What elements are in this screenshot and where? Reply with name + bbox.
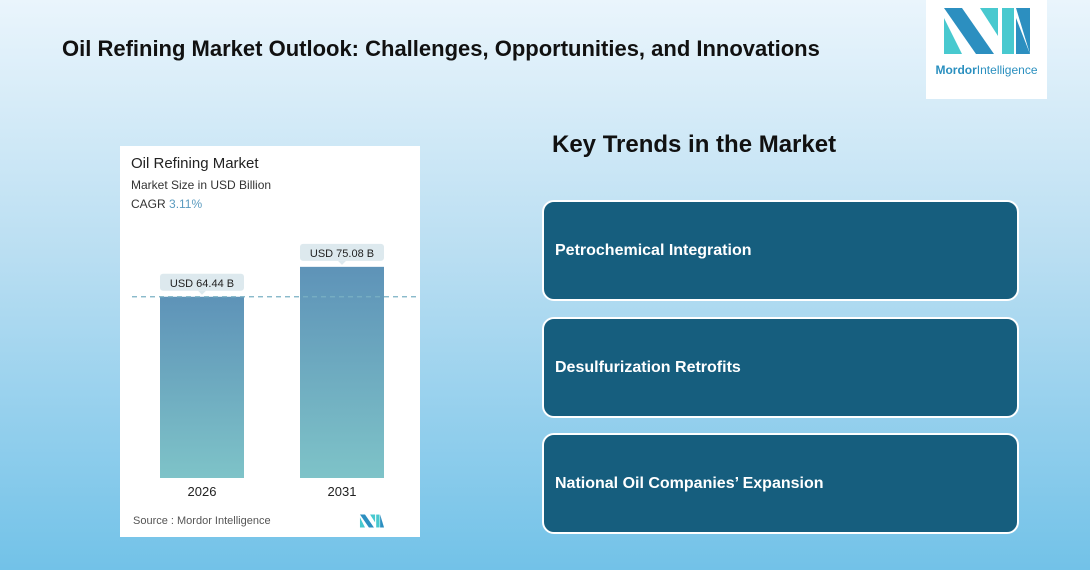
chart-title: Oil Refining Market bbox=[131, 155, 259, 172]
logo-text-light: Intelligence bbox=[976, 63, 1038, 77]
cagr-value: 3.11% bbox=[169, 197, 203, 211]
bar-2031 bbox=[300, 266, 384, 478]
chart-subtitle: Market Size in USD Billion bbox=[131, 178, 272, 192]
mordor-logo-icon bbox=[943, 8, 1030, 54]
logo-text-bold: Mordor bbox=[935, 63, 977, 77]
trend-card-2: Desulfurization Retrofits bbox=[542, 317, 1019, 418]
bar-chart: USD 64.44 B 2026 USD 75.08 B 2031 bbox=[132, 243, 416, 499]
data-label-bg bbox=[160, 273, 244, 291]
x-tick-label: 2031 bbox=[328, 484, 357, 499]
page-title: Oil Refining Market Outlook: Challenges,… bbox=[62, 36, 820, 61]
chart-card: Oil Refining Market Market Size in USD B… bbox=[120, 146, 420, 537]
chart-source: Source : Mordor Intelligence bbox=[133, 515, 271, 527]
data-label: USD 75.08 B bbox=[310, 248, 374, 260]
data-label: USD 64.44 B bbox=[170, 278, 234, 290]
mordor-logo: MordorIntelligence bbox=[926, 0, 1047, 99]
data-label-bg bbox=[300, 243, 384, 261]
source-logo-icon bbox=[359, 514, 385, 528]
trend-card-1: Petrochemical Integration bbox=[542, 200, 1019, 301]
x-tick-label: 2026 bbox=[188, 484, 217, 499]
bar-2026 bbox=[160, 296, 244, 478]
cagr: CAGR 3.11% bbox=[131, 197, 202, 211]
trend-card-3: National Oil Companies’ Expansion bbox=[542, 433, 1019, 534]
data-label-pointer bbox=[338, 260, 346, 265]
cagr-label: CAGR bbox=[131, 197, 166, 211]
data-label-pointer bbox=[198, 290, 206, 295]
trends-heading: Key Trends in the Market bbox=[552, 131, 837, 158]
